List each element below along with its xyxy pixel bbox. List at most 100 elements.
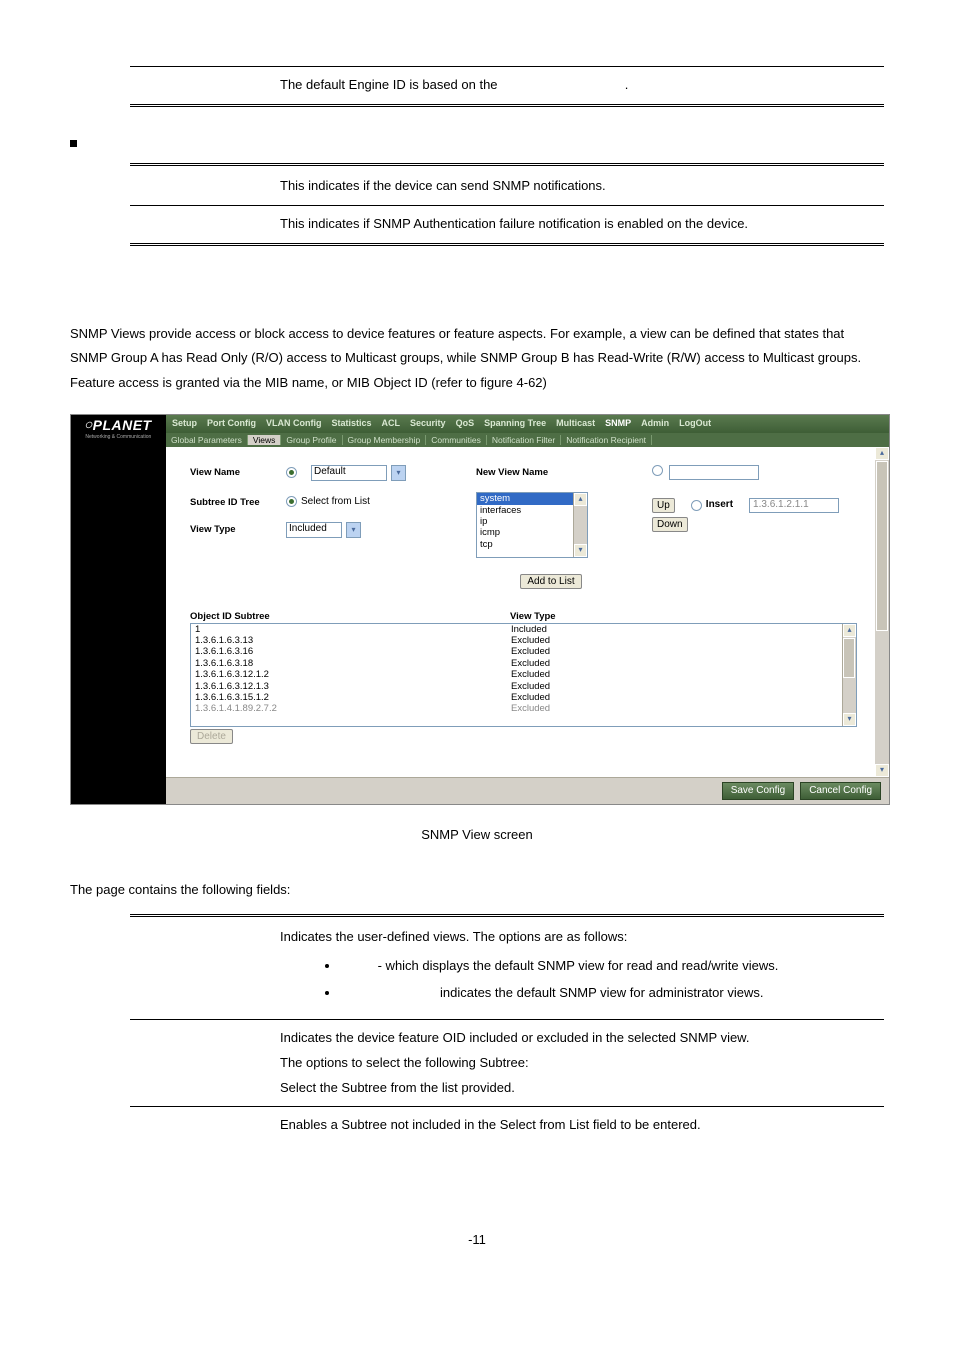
table-rule-bottom xyxy=(130,104,884,107)
view-name-desc: Indicates the user-defined views. The op… xyxy=(280,925,884,950)
engine-id-row: The default Engine ID is based on the . xyxy=(70,73,884,98)
subtree-line-3: Select the Subtree from the list provide… xyxy=(280,1076,884,1101)
nav-statistics[interactable]: Statistics xyxy=(332,418,372,429)
scroll-down-icon[interactable]: ▾ xyxy=(875,764,889,777)
fields-intro: The page contains the following fields: xyxy=(70,878,884,903)
view-type-select[interactable]: Included xyxy=(286,522,342,538)
main-panel: View Name Default▾ Subtree ID Tree Selec… xyxy=(166,447,889,777)
subtree-listbox[interactable]: system interfaces ip icmp tcp ▴ ▾ xyxy=(476,492,588,558)
subtree-label: Subtree ID Tree xyxy=(190,495,286,508)
engine-id-text-a: The default Engine ID is based on the xyxy=(280,77,501,92)
scroll-down-icon[interactable]: ▾ xyxy=(843,713,856,726)
notif-rule-top xyxy=(130,163,884,166)
scroll-up-icon[interactable]: ▴ xyxy=(843,624,856,637)
view-type-dropdown-icon[interactable]: ▾ xyxy=(346,522,361,538)
table-row: 1.3.6.1.4.1.89.2.7.2Excluded xyxy=(191,703,856,714)
nav-setup[interactable]: Setup xyxy=(172,418,197,429)
field-view-name: Indicates the user-defined views. The op… xyxy=(70,925,884,1013)
sub-nav: Global Parameters Views Group Profile Gr… xyxy=(166,433,889,447)
down-button[interactable]: Down xyxy=(652,517,688,532)
view-type-label: View Type xyxy=(190,522,286,535)
snmp-view-screenshot: ◯PLANET Networking & Communication Setup… xyxy=(70,414,890,805)
subtree-line-1: Indicates the device feature OID include… xyxy=(280,1026,884,1051)
insert-input[interactable]: 1.3.6.1.2.1.1 xyxy=(749,498,839,513)
listbox-item[interactable]: interfaces xyxy=(477,505,587,516)
up-button[interactable]: Up xyxy=(652,498,675,513)
nav-qos[interactable]: QoS xyxy=(456,418,475,429)
save-config-button[interactable]: Save Config xyxy=(722,782,794,800)
add-to-list-button[interactable]: Add to List xyxy=(520,574,581,589)
nav-admin[interactable]: Admin xyxy=(641,418,669,429)
select-from-list-radio[interactable] xyxy=(286,496,297,507)
listbox-item[interactable]: system xyxy=(477,493,587,504)
table-row: 1.3.6.1.6.3.13Excluded xyxy=(191,635,856,646)
listbox-item[interactable]: icmp xyxy=(477,527,587,538)
table-rule-top xyxy=(130,66,884,67)
subnav-group-membership[interactable]: Group Membership xyxy=(343,435,427,445)
top-nav: Setup Port Config VLAN Config Statistics… xyxy=(166,415,889,433)
table-row: 1Included xyxy=(191,624,856,635)
subnav-notification-filter[interactable]: Notification Filter xyxy=(487,435,561,445)
nav-snmp[interactable]: SNMP xyxy=(605,418,631,429)
scroll-up-icon[interactable]: ▴ xyxy=(574,493,587,506)
fields-rule-1 xyxy=(130,1019,884,1020)
notif-text-1: This indicates if the device can send SN… xyxy=(280,174,884,199)
subtree-line-2: The options to select the following Subt… xyxy=(280,1051,884,1076)
delete-button[interactable]: Delete xyxy=(190,729,233,744)
fields-rule-top xyxy=(130,914,884,917)
view-name-dropdown-icon[interactable]: ▾ xyxy=(391,465,406,481)
scroll-thumb[interactable] xyxy=(843,638,855,678)
field-insert: Enables a Subtree not included in the Se… xyxy=(70,1113,884,1138)
scroll-up-icon[interactable]: ▴ xyxy=(875,447,889,460)
oid-table[interactable]: 1Included 1.3.6.1.6.3.13Excluded 1.3.6.1… xyxy=(190,623,857,727)
page-number: -11 xyxy=(70,1228,884,1253)
new-view-name-input[interactable] xyxy=(669,465,759,480)
insert-line-1: Enables a Subtree not included in the Se… xyxy=(280,1113,884,1138)
listbox-item[interactable]: ip xyxy=(477,516,587,527)
views-intro-paragraph: SNMP Views provide access or block acces… xyxy=(70,322,884,396)
listbox-item[interactable]: tcp xyxy=(477,539,587,550)
nav-security[interactable]: Security xyxy=(410,418,446,429)
table-row: 1.3.6.1.6.3.15.1.2Excluded xyxy=(191,692,856,703)
table-row: 1.3.6.1.6.3.12.1.2Excluded xyxy=(191,669,856,680)
nav-logout[interactable]: LogOut xyxy=(679,418,711,429)
new-view-name-radio[interactable] xyxy=(652,465,663,476)
brand-logo: ◯PLANET Networking & Communication xyxy=(71,415,166,443)
fields-rule-2 xyxy=(130,1106,884,1107)
table-row: 1.3.6.1.6.3.18Excluded xyxy=(191,658,856,669)
view-name-label: View Name xyxy=(190,465,286,478)
footer-bar: Save Config Cancel Config xyxy=(71,777,889,804)
table-row: 1.3.6.1.6.3.16Excluded xyxy=(191,646,856,657)
insert-radio[interactable] xyxy=(691,500,702,511)
subnav-communities[interactable]: Communities xyxy=(426,435,487,445)
field-subtree: Indicates the device feature OID include… xyxy=(70,1026,884,1100)
scroll-thumb[interactable] xyxy=(876,461,888,631)
view-name-opt-admin: indicates the default SNMP view for admi… xyxy=(340,981,884,1006)
oid-table-region: Object ID Subtree View Type 1Included 1.… xyxy=(190,611,857,743)
subnav-global-parameters[interactable]: Global Parameters xyxy=(166,435,248,445)
view-name-radio[interactable] xyxy=(286,467,297,478)
new-view-name-label: New View Name xyxy=(476,465,570,478)
select-from-list-label: Select from List xyxy=(301,496,370,508)
table-col-viewtype: View Type xyxy=(510,611,556,622)
nav-spanning-tree[interactable]: Spanning Tree xyxy=(484,418,546,429)
subnav-notification-recipient[interactable]: Notification Recipient xyxy=(561,435,652,445)
nav-multicast[interactable]: Multicast xyxy=(556,418,595,429)
subnav-group-profile[interactable]: Group Profile xyxy=(281,435,342,445)
notif-bullet xyxy=(70,131,884,156)
notif-row-2: This indicates if SNMP Authentication fa… xyxy=(70,212,884,237)
view-name-select[interactable]: Default xyxy=(311,465,387,481)
nav-port-config[interactable]: Port Config xyxy=(207,418,256,429)
nav-acl[interactable]: ACL xyxy=(382,418,401,429)
nav-vlan-config[interactable]: VLAN Config xyxy=(266,418,322,429)
main-scrollbar[interactable]: ▴ ▾ xyxy=(875,447,889,777)
notif-text-2: This indicates if SNMP Authentication fa… xyxy=(280,212,884,237)
subnav-views[interactable]: Views xyxy=(248,435,282,445)
table-row: 1.3.6.1.6.3.12.1.3Excluded xyxy=(191,681,856,692)
listbox-scrollbar[interactable]: ▴ ▾ xyxy=(573,493,587,557)
scroll-down-icon[interactable]: ▾ xyxy=(574,544,587,557)
table-scrollbar[interactable]: ▴ ▾ xyxy=(842,624,856,726)
insert-label: Insert xyxy=(706,499,733,511)
view-name-opt-default: - which displays the default SNMP view f… xyxy=(340,954,884,979)
cancel-config-button[interactable]: Cancel Config xyxy=(800,782,881,800)
